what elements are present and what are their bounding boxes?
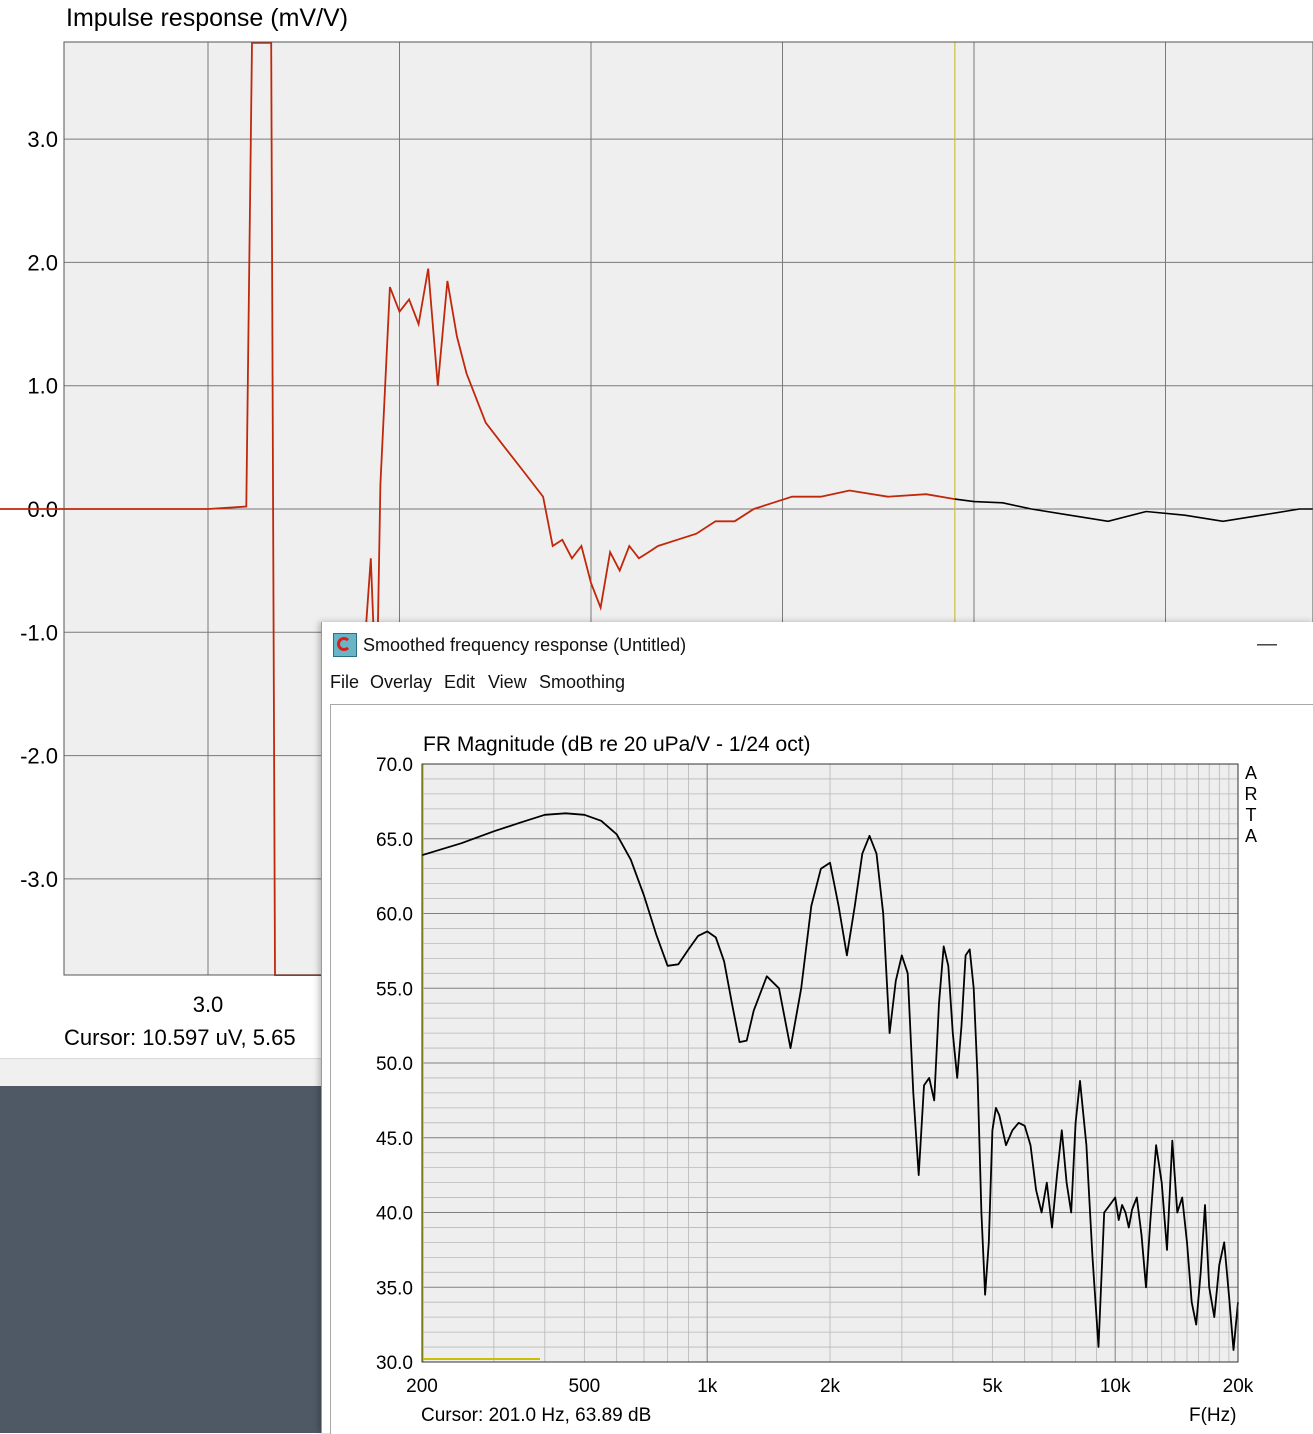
fr-x-tick-label: 500 xyxy=(569,1376,601,1397)
fr-y-tick-label: 30.0 xyxy=(376,1353,413,1374)
menu-bar: File Overlay Edit View Smoothing xyxy=(322,668,1313,696)
arta-watermark: A R T A xyxy=(1244,763,1258,847)
impulse-y-tick-label: -2.0 xyxy=(20,744,58,769)
fr-x-axis-unit: F(Hz) xyxy=(1189,1405,1237,1426)
arta-letter: A xyxy=(1244,763,1257,783)
arta-letter: R xyxy=(1244,784,1258,804)
impulse-y-tick-label: -3.0 xyxy=(20,867,58,892)
fr-plot-title: FR Magnitude (dB re 20 uPa/V - 1/24 oct) xyxy=(423,733,811,756)
fr-y-tick-label: 50.0 xyxy=(376,1054,413,1075)
fr-y-tick-label: 40.0 xyxy=(376,1204,413,1225)
impulse-y-tick-label: 3.0 xyxy=(27,127,58,152)
fr-x-tick-label: 2k xyxy=(820,1376,841,1397)
arta-letter: A xyxy=(1244,826,1257,846)
impulse-y-tick-label: 1.0 xyxy=(27,374,58,399)
arta-app-icon xyxy=(333,633,357,657)
menu-view[interactable]: View xyxy=(488,672,527,692)
frequency-response-window: Smoothed frequency response (Untitled) —… xyxy=(321,622,1313,1434)
impulse-trace-windowed xyxy=(0,42,956,976)
impulse-plot-title: Impulse response (mV/V) xyxy=(66,4,349,32)
fr-y-tick-label: 45.0 xyxy=(376,1129,413,1150)
menu-file[interactable]: File xyxy=(330,672,360,692)
fr-x-tick-label: 1k xyxy=(697,1376,718,1397)
arta-letter: T xyxy=(1245,805,1257,825)
fr-x-tick-label: 200 xyxy=(406,1376,438,1397)
fr-y-tick-label: 60.0 xyxy=(376,905,413,926)
fr-cursor-readout: Cursor: 201.0 Hz, 63.89 dB xyxy=(421,1405,652,1426)
menu-smoothing[interactable]: Smoothing xyxy=(539,672,626,692)
minimize-button[interactable]: — xyxy=(1257,633,1277,655)
window-titlebar[interactable]: Smoothed frequency response (Untitled) — xyxy=(322,622,1313,668)
impulse-x-tick-label: 3.0 xyxy=(193,992,224,1017)
fr-x-tick-label: 10k xyxy=(1100,1376,1131,1397)
menu-edit[interactable]: Edit xyxy=(444,672,476,692)
fr-y-tick-label: 65.0 xyxy=(376,830,413,851)
impulse-y-tick-label: -1.0 xyxy=(20,620,58,645)
fr-y-tick-label: 35.0 xyxy=(376,1278,413,1299)
fr-plot-frame xyxy=(421,763,1239,1363)
menu-overlay[interactable]: Overlay xyxy=(370,672,433,692)
window-title: Smoothed frequency response (Untitled) xyxy=(363,635,687,655)
impulse-trace-outside xyxy=(954,498,1313,523)
fr-x-tick-label: 5k xyxy=(982,1376,1003,1397)
fr-magnitude-trace xyxy=(421,812,1239,1351)
impulse-y-tick-label: 2.0 xyxy=(27,250,58,275)
fr-plot-area: FR Magnitude (dB re 20 uPa/V - 1/24 oct)… xyxy=(330,704,1313,1434)
impulse-cursor-readout: Cursor: 10.597 uV, 5.65 xyxy=(64,1025,296,1050)
fr-y-tick-label: 70.0 xyxy=(376,755,413,776)
fr-x-tick-label: 20k xyxy=(1223,1376,1254,1397)
fr-y-tick-label: 55.0 xyxy=(376,979,413,1000)
